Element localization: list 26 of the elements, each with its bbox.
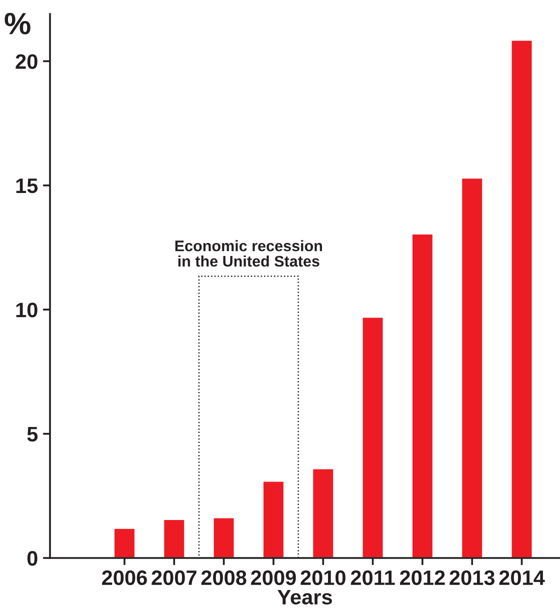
x-tick-label: 2014 [499,570,545,586]
x-tick-label: 2010 [300,570,346,586]
x-tick-label: 2006 [102,570,147,586]
x-tick-label: 2007 [152,570,196,586]
bar [460,177,484,558]
x-tick-label: 2012 [400,570,445,586]
x-tick-label: 2009 [251,570,296,586]
y-tick-label: 20 [16,54,38,69]
y-tick-label: 15 [16,178,38,194]
y-axis-title: % [4,12,30,34]
bar [262,480,285,558]
x-tick-label: 2008 [201,570,246,586]
y-tick-label: 10 [16,302,38,318]
bar [212,516,236,558]
bar [411,233,434,558]
bar [113,527,136,558]
bar [312,468,334,558]
annotation: Economic recession in the United States [175,240,322,267]
bar [361,316,384,558]
y-tick-label: 0 [27,551,38,566]
bar [510,39,534,558]
x-axis-title: Years [278,590,332,605]
x-tick-label: 2013 [450,570,495,586]
x-tick-label: 2011 [350,570,395,586]
y-tick-label: 5 [27,427,38,442]
bar [162,518,186,558]
